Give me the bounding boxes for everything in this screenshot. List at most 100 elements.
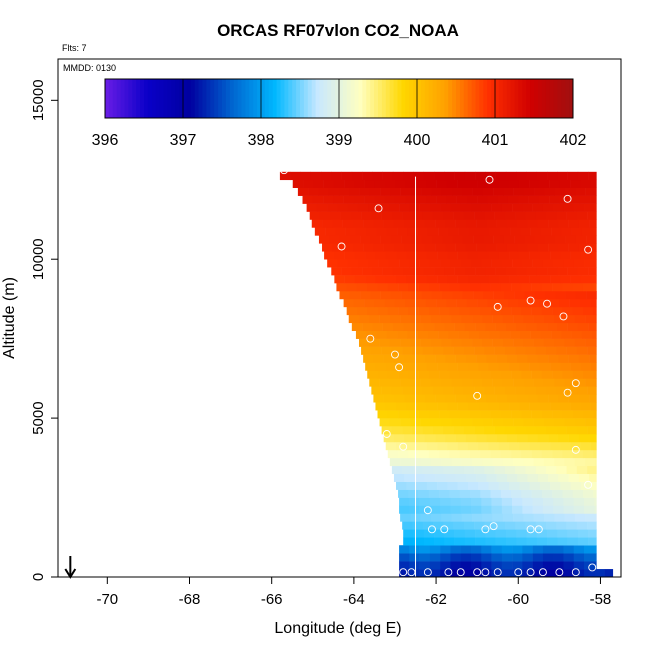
field-cell — [442, 290, 453, 300]
colorbar-segment — [233, 79, 238, 118]
sample-point — [584, 480, 593, 489]
field-cell — [554, 314, 565, 324]
field-cell — [566, 521, 578, 530]
field-cell — [517, 473, 528, 482]
field-cell — [451, 338, 463, 347]
field-cell — [384, 298, 396, 308]
field-cell — [468, 227, 480, 236]
field-cell — [408, 449, 419, 459]
field-cell — [504, 521, 516, 530]
field-cell — [491, 553, 503, 562]
field-cell — [459, 306, 471, 316]
field-cell — [399, 561, 410, 570]
field-cell — [537, 219, 549, 228]
colorbar-segment — [120, 79, 125, 118]
field-cell — [476, 243, 487, 252]
x-axis-ticks: -70 -68 -66 -64 -62 -60 -58 — [96, 577, 611, 608]
field-cell — [341, 171, 353, 181]
field-cell — [578, 394, 590, 403]
field-cell — [578, 243, 590, 252]
field-cell — [527, 433, 539, 443]
field-cell — [526, 267, 538, 276]
colorbar-segment — [335, 79, 340, 118]
field-cell — [519, 275, 530, 284]
field-cell — [574, 418, 586, 427]
field-cell — [584, 497, 595, 506]
field-cell — [431, 187, 443, 196]
field-cell — [419, 545, 431, 554]
field-cell — [421, 235, 433, 244]
colorbar-segment — [202, 79, 207, 118]
colorbar-segment — [518, 79, 523, 118]
field-cell — [338, 187, 350, 196]
field-cell — [519, 251, 530, 260]
field-cell — [471, 553, 482, 562]
field-cell — [412, 346, 424, 355]
field-cell — [376, 330, 388, 339]
field-cell — [463, 386, 475, 395]
field-cell — [525, 465, 537, 475]
field-cell — [407, 330, 418, 339]
field-cell — [450, 505, 462, 514]
field-cell — [581, 227, 593, 236]
field-cell — [571, 227, 583, 236]
field-cell — [385, 362, 397, 371]
field-cell — [473, 290, 484, 300]
field-cell — [559, 195, 570, 204]
field-cell — [568, 243, 580, 252]
field-cell — [478, 402, 489, 411]
field-cell — [297, 187, 309, 196]
colorbar-segment — [108, 79, 114, 118]
field-cell — [543, 338, 555, 347]
field-cell — [372, 171, 383, 181]
field-cell — [425, 195, 437, 204]
field-cell — [420, 457, 432, 467]
field-cell — [311, 219, 323, 228]
field-cell — [593, 370, 597, 379]
field-cell — [477, 195, 488, 204]
field-cell — [591, 441, 597, 451]
field-cell — [364, 195, 375, 204]
field-cell — [490, 306, 502, 316]
colorbar-segment — [389, 79, 394, 118]
field-cell — [405, 298, 416, 308]
field-cell — [585, 187, 597, 196]
field-cell — [457, 275, 469, 284]
field-cell — [455, 219, 467, 228]
field-cell — [582, 489, 594, 498]
field-cell — [432, 386, 444, 395]
field-cell — [413, 267, 425, 276]
field-cell — [347, 259, 359, 268]
field-cell — [374, 179, 386, 188]
colorbar-segment — [163, 79, 168, 118]
field-cell — [419, 505, 431, 514]
colorbar-segment — [186, 79, 192, 118]
field-cell — [572, 306, 584, 316]
field-cell — [557, 537, 568, 546]
field-cell — [516, 171, 527, 181]
field-cell — [381, 211, 393, 220]
field-cell — [511, 489, 522, 498]
field-cell — [346, 306, 358, 316]
field-cell — [441, 378, 452, 387]
field-cell — [387, 370, 399, 379]
field-cell — [587, 346, 597, 355]
field-cell — [423, 171, 435, 181]
colorbar-segment — [432, 79, 437, 118]
field-cell — [447, 275, 458, 284]
field-cell — [467, 441, 479, 451]
field-cell — [328, 187, 340, 196]
field-cell — [589, 219, 597, 228]
field-cell — [525, 211, 537, 220]
field-cell — [435, 243, 446, 252]
field-cell — [594, 505, 597, 514]
field-cell — [385, 251, 397, 260]
field-cell — [510, 227, 521, 236]
field-cell — [584, 553, 595, 562]
field-cell — [393, 354, 405, 363]
field-cell — [377, 283, 389, 292]
field-cell — [552, 283, 563, 292]
field-cell — [336, 283, 347, 292]
field-cell — [456, 298, 468, 308]
colorbar-tick-label: 402 — [560, 132, 587, 149]
